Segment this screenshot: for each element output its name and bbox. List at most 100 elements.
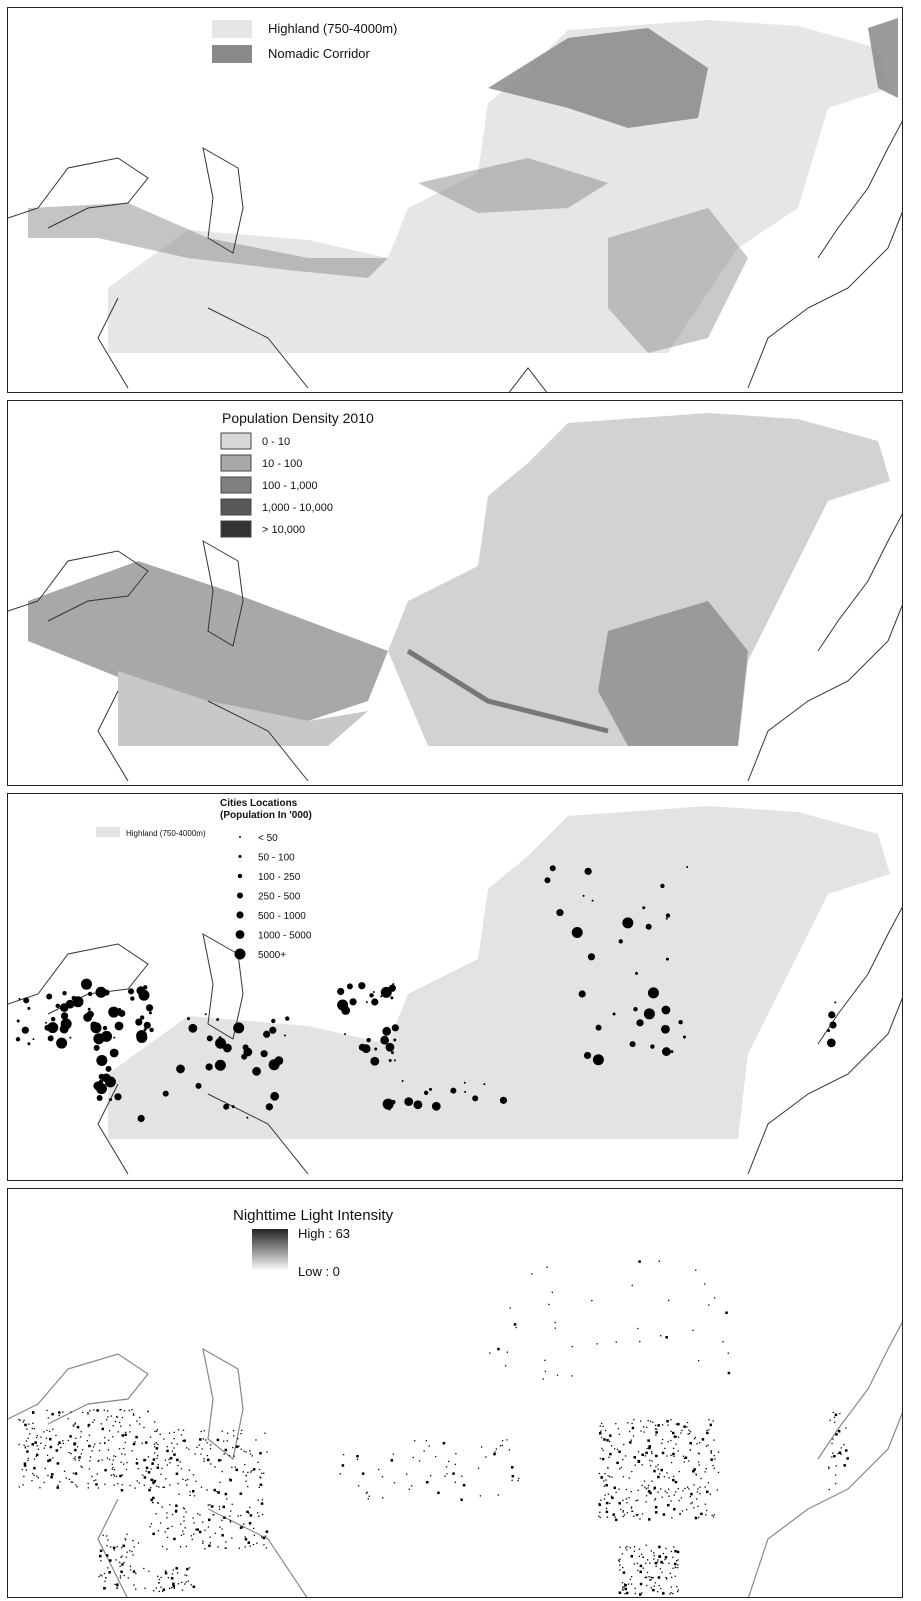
light-speck	[168, 1577, 169, 1578]
light-speck	[839, 1431, 840, 1432]
light-speck	[600, 1425, 601, 1426]
light-speck	[244, 1464, 245, 1465]
light-speck	[125, 1539, 126, 1540]
light-speck	[670, 1455, 671, 1456]
light-speck	[152, 1533, 155, 1536]
light-speck	[50, 1476, 53, 1479]
city-point	[683, 1035, 686, 1038]
light-speck	[662, 1592, 665, 1595]
light-speck	[124, 1575, 125, 1576]
light-speck	[225, 1449, 228, 1452]
light-speck	[94, 1444, 95, 1445]
light-speck	[619, 1434, 620, 1435]
light-speck	[31, 1480, 32, 1481]
light-speck	[94, 1419, 95, 1420]
light-speck	[463, 1484, 466, 1487]
light-speck	[56, 1449, 59, 1452]
light-speck	[153, 1458, 156, 1461]
light-speck	[263, 1537, 266, 1540]
city-point	[686, 866, 688, 868]
light-speck	[74, 1449, 77, 1452]
light-speck	[485, 1456, 486, 1457]
light-speck	[98, 1487, 99, 1488]
light-speck	[99, 1555, 102, 1558]
light-speck	[108, 1440, 109, 1441]
light-speck	[59, 1415, 60, 1416]
light-speck	[63, 1443, 64, 1444]
light-speck	[131, 1409, 132, 1410]
light-speck	[28, 1423, 29, 1424]
city-point	[386, 1043, 395, 1052]
city-point	[678, 1020, 682, 1024]
light-speck	[233, 1455, 234, 1456]
light-speck	[132, 1540, 133, 1541]
city-point	[103, 1034, 110, 1041]
light-speck	[158, 1502, 159, 1503]
light-speck	[119, 1409, 120, 1410]
light-speck	[718, 1452, 719, 1453]
light-speck	[623, 1571, 626, 1574]
light-speck	[657, 1464, 658, 1465]
light-speck	[151, 1468, 152, 1469]
legend-swatch	[221, 433, 251, 449]
light-speck	[241, 1449, 242, 1450]
light-speck	[653, 1577, 654, 1578]
light-speck	[682, 1510, 683, 1511]
light-speck	[163, 1438, 164, 1439]
light-speck	[115, 1559, 116, 1560]
city-point	[380, 1036, 389, 1045]
light-speck	[601, 1437, 602, 1438]
light-speck	[126, 1552, 127, 1553]
light-speck	[148, 1456, 149, 1457]
light-speck	[224, 1453, 225, 1454]
light-speck	[124, 1410, 125, 1411]
light-speck	[518, 1478, 519, 1479]
light-speck	[134, 1441, 135, 1442]
light-speck	[139, 1423, 140, 1424]
city-point	[588, 953, 595, 960]
city-point	[660, 884, 664, 888]
light-speck	[626, 1498, 627, 1499]
light-speck	[217, 1491, 220, 1494]
light-speck	[239, 1493, 240, 1494]
light-speck	[695, 1437, 696, 1438]
light-speck	[226, 1498, 227, 1499]
light-speck	[181, 1582, 182, 1583]
light-speck	[683, 1456, 684, 1457]
light-speck	[631, 1576, 632, 1577]
light-speck	[229, 1478, 230, 1479]
light-speck	[184, 1508, 185, 1509]
light-speck	[674, 1576, 675, 1577]
light-speck	[186, 1546, 187, 1547]
light-speck	[120, 1462, 121, 1463]
city-point	[62, 991, 66, 995]
city-point	[644, 1008, 655, 1019]
light-speck	[250, 1453, 251, 1454]
light-speck	[649, 1445, 652, 1448]
light-speck	[186, 1575, 187, 1576]
light-speck	[640, 1430, 641, 1431]
light-speck	[172, 1585, 175, 1588]
light-speck	[343, 1454, 344, 1455]
light-speck	[655, 1431, 658, 1434]
city-point	[596, 1025, 602, 1031]
city-point	[17, 1020, 20, 1023]
light-speck	[663, 1513, 666, 1516]
light-speck	[262, 1499, 263, 1500]
light-speck	[250, 1471, 251, 1472]
light-speck	[609, 1434, 612, 1437]
light-speck	[150, 1487, 151, 1488]
light-speck	[637, 1563, 638, 1564]
light-speck	[615, 1423, 616, 1424]
light-speck	[622, 1588, 623, 1589]
light-speck	[37, 1445, 38, 1446]
city-point	[666, 918, 668, 920]
light-speck	[674, 1563, 677, 1566]
light-speck	[657, 1424, 660, 1427]
light-speck	[72, 1482, 73, 1483]
city-point	[263, 1031, 270, 1038]
light-speck	[121, 1453, 122, 1454]
light-speck	[615, 1492, 616, 1493]
light-speck	[695, 1270, 696, 1271]
light-speck	[605, 1479, 606, 1480]
